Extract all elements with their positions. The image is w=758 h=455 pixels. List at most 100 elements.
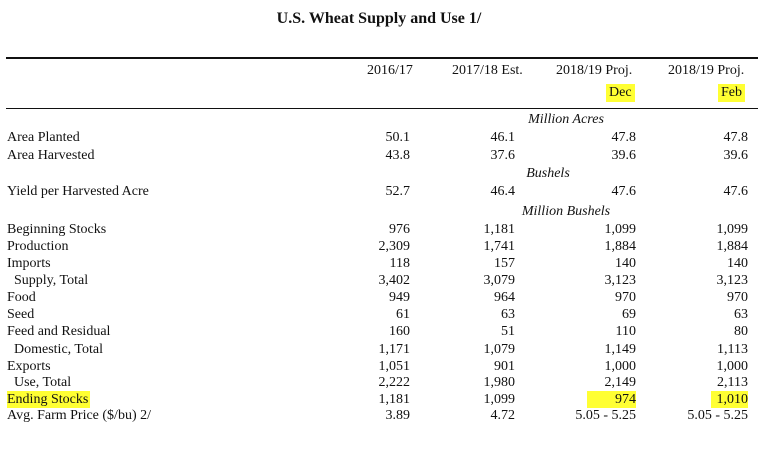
cell-value: 2,222: [378, 375, 411, 390]
cell-value: 63: [501, 307, 515, 322]
cell-value: 50.1: [385, 130, 411, 145]
row-label: Food: [7, 290, 36, 305]
row-label: Avg. Farm Price ($/bu) 2/: [7, 408, 151, 423]
column-header-2018-19-feb: 2018/19 Proj.: [668, 63, 745, 78]
cell-value: 37.6: [490, 148, 516, 163]
cell-value: 1,099: [604, 222, 637, 237]
table-row: Exports 1,051 901 1,000 1,000: [0, 358, 758, 375]
cell-value: 51: [501, 324, 515, 339]
cell-value: 2,149: [604, 375, 637, 390]
cell-value: 1,980: [483, 375, 516, 390]
cell-value: 1,181: [378, 392, 411, 407]
cell-value: 80: [734, 324, 748, 339]
cell-value: 949: [389, 290, 410, 305]
cell-value: 1,113: [717, 342, 748, 357]
cell-value: 1,000: [604, 359, 637, 374]
cell-value: 3,402: [378, 273, 411, 288]
month-label-feb: Feb: [718, 84, 745, 102]
cell-value: 1,149: [604, 342, 637, 357]
cell-value: 901: [494, 359, 515, 374]
top-rule: [6, 57, 758, 59]
cell-value: 2,113: [717, 375, 748, 390]
table-row: Domestic, Total 1,171 1,079 1,149 1,113: [0, 341, 758, 358]
cell-value: 970: [727, 290, 748, 305]
cell-value-highlighted: 974: [587, 391, 636, 408]
cell-value: 970: [615, 290, 636, 305]
table-row: Seed 61 63 69 63: [0, 306, 758, 323]
cell-value: 3,123: [604, 273, 637, 288]
cell-value: 47.6: [723, 184, 749, 199]
table-row-ending-stocks: Ending Stocks 1,181 1,099 974 1,010: [0, 391, 758, 408]
row-label: Exports: [7, 359, 51, 374]
table-row: Beginning Stocks 976 1,181 1,099 1,099: [0, 221, 758, 238]
row-label: Area Harvested: [7, 148, 95, 163]
cell-value: 157: [494, 256, 515, 271]
row-label: Beginning Stocks: [7, 222, 107, 237]
column-header-2018-19-dec: 2018/19 Proj.: [556, 63, 633, 78]
row-label-highlighted: Ending Stocks: [7, 391, 91, 408]
unit-million-acres: Million Acres: [528, 112, 604, 127]
table-row: Production 2,309 1,741 1,884 1,884: [0, 238, 758, 255]
row-label: Imports: [7, 256, 51, 271]
cell-value: 4.72: [490, 408, 516, 423]
header-rule: [6, 108, 758, 109]
table-row: Yield per Harvested Acre 52.7 46.4 47.6 …: [0, 183, 758, 200]
table-row: Supply, Total 3,402 3,079 3,123 3,123: [0, 272, 758, 289]
row-label: Area Planted: [7, 130, 80, 145]
cell-value: 1,884: [604, 239, 637, 254]
cell-value: 1,079: [483, 342, 516, 357]
cell-value: 69: [622, 307, 636, 322]
row-label: Feed and Residual: [7, 324, 111, 339]
cell-value: 3,079: [483, 273, 516, 288]
cell-value: 1,051: [378, 359, 411, 374]
column-header-2017-18: 2017/18 Est.: [452, 63, 523, 78]
cell-value: 46.1: [490, 130, 516, 145]
unit-bushels: Bushels: [526, 166, 570, 181]
cell-value: 46.4: [490, 184, 516, 199]
cell-value: 1,171: [378, 342, 411, 357]
cell-value: 140: [615, 256, 636, 271]
table-row: Area Harvested 43.8 37.6 39.6 39.6: [0, 147, 758, 164]
cell-value: 3,123: [716, 273, 749, 288]
table-row: Feed and Residual 160 51 110 80: [0, 323, 758, 340]
table-row: Area Planted 50.1 46.1 47.8 47.8: [0, 129, 758, 146]
cell-value: 63: [734, 307, 748, 322]
cell-value: 5.05 - 5.25: [687, 408, 748, 423]
cell-value: 1,884: [716, 239, 749, 254]
cell-value: 1,099: [716, 222, 749, 237]
row-label: Use, Total: [14, 375, 72, 390]
cell-value: 47.8: [723, 130, 749, 145]
page-title: U.S. Wheat Supply and Use 1/: [276, 10, 482, 27]
cell-value-highlighted: 1,010: [710, 391, 748, 408]
month-label-dec: Dec: [606, 84, 635, 102]
cell-value: 2,309: [378, 239, 411, 254]
row-label: Supply, Total: [14, 273, 89, 288]
table-row: Imports 118 157 140 140: [0, 255, 758, 272]
cell-value: 3.89: [385, 408, 411, 423]
cell-value: 39.6: [723, 148, 749, 163]
cell-value: 39.6: [611, 148, 637, 163]
row-label: Domestic, Total: [14, 342, 103, 357]
cell-value: 140: [727, 256, 748, 271]
row-label: Seed: [7, 307, 35, 322]
cell-value: 61: [396, 307, 410, 322]
cell-value: 1,741: [483, 239, 516, 254]
cell-value: 118: [389, 256, 410, 271]
cell-value: 110: [615, 324, 636, 339]
cell-value: 964: [494, 290, 515, 305]
cell-value: 43.8: [385, 148, 411, 163]
unit-million-bushels: Million Bushels: [521, 204, 611, 219]
row-label: Yield per Harvested Acre: [7, 184, 149, 199]
column-header-2016-17: 2016/17: [367, 63, 413, 78]
cell-value: 1,181: [483, 222, 516, 237]
table-row: Food 949 964 970 970: [0, 289, 758, 306]
cell-value: 1,099: [483, 392, 516, 407]
table-row: Avg. Farm Price ($/bu) 2/ 3.89 4.72 5.05…: [0, 407, 758, 424]
cell-value: 47.8: [611, 130, 637, 145]
table-row: Use, Total 2,222 1,980 2,149 2,113: [0, 374, 758, 391]
cell-value: 47.6: [611, 184, 637, 199]
cell-value: 1,000: [716, 359, 749, 374]
row-label: Production: [7, 239, 69, 254]
cell-value: 976: [389, 222, 410, 237]
cell-value: 52.7: [385, 184, 411, 199]
